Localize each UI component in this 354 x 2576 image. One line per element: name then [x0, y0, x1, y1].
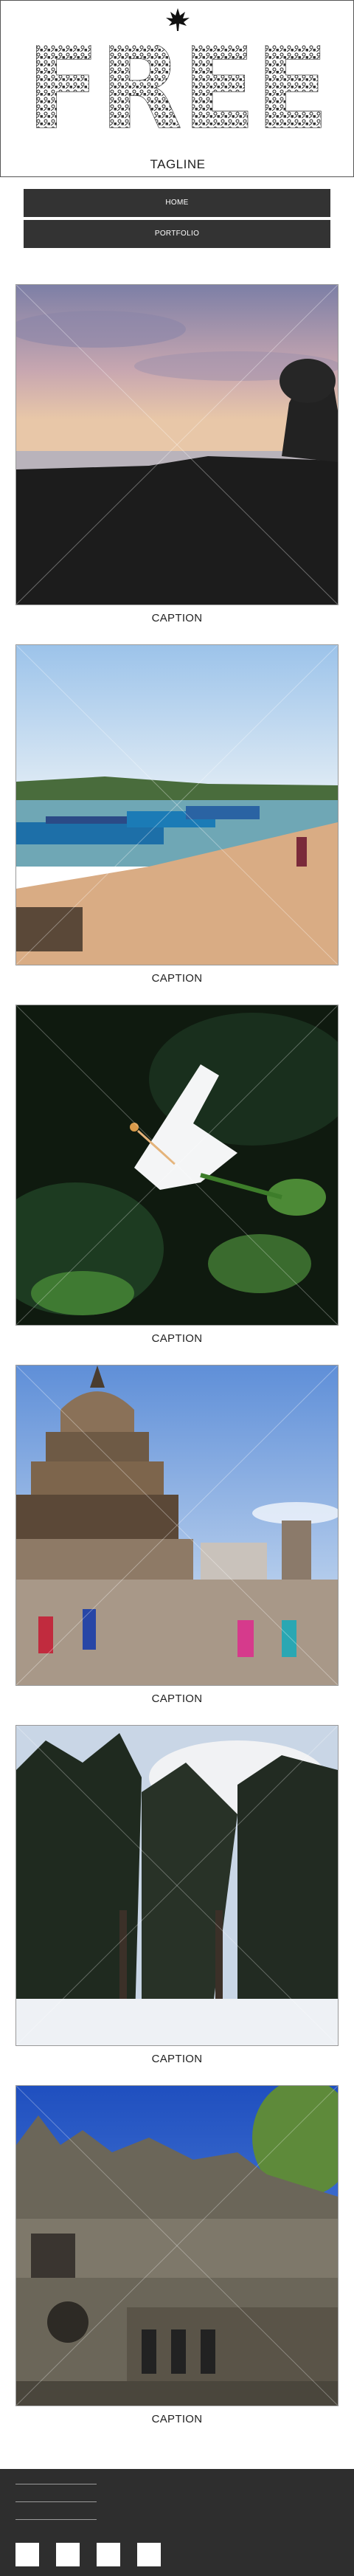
- gallery-caption-5: CAPTION: [151, 2053, 203, 2065]
- social-icon-1[interactable]: [15, 2543, 39, 2566]
- site-footer: [0, 2469, 354, 2576]
- social-icon-4[interactable]: [137, 2543, 161, 2566]
- gallery-caption-4: CAPTION: [151, 1692, 203, 1705]
- footer-divider-3: [15, 2519, 97, 2520]
- photo-riverside-boats: [16, 645, 338, 965]
- photo-sunset-lakeshore: [16, 285, 338, 605]
- social-icon-2[interactable]: [56, 2543, 80, 2566]
- nav-portfolio-button[interactable]: PORTFOLIO: [24, 220, 330, 248]
- footer-divider-2: [15, 2501, 97, 2502]
- site-tagline: TAGLINE: [150, 157, 206, 171]
- leaf-icon: [166, 8, 190, 31]
- photo-gothic-palace: [16, 2086, 338, 2405]
- nav-home-button[interactable]: HOME: [24, 189, 330, 217]
- gallery-photo-4[interactable]: [15, 1365, 339, 1686]
- gallery-photo-3[interactable]: [15, 1005, 339, 1326]
- photo-white-hibiscus: [16, 1005, 338, 1325]
- gallery-caption-1: CAPTION: [151, 612, 203, 624]
- site-header: FREE TAGLINE: [0, 0, 354, 177]
- social-icon-3[interactable]: [97, 2543, 120, 2566]
- gallery-caption-2: CAPTION: [151, 972, 203, 985]
- gallery-caption-3: CAPTION: [151, 1332, 203, 1345]
- photo-stone-temple-square: [16, 1366, 338, 1685]
- gallery-caption-6: CAPTION: [151, 2413, 203, 2425]
- site-logo[interactable]: FREE: [21, 45, 334, 132]
- photo-snowy-pine-trees: [16, 1726, 338, 2045]
- gallery-photo-5[interactable]: [15, 1725, 339, 2046]
- gallery-photo-6[interactable]: [15, 2085, 339, 2406]
- gallery-photo-2[interactable]: [15, 644, 339, 965]
- gallery-photo-1[interactable]: [15, 284, 339, 605]
- logo-text: FREE: [27, 45, 329, 132]
